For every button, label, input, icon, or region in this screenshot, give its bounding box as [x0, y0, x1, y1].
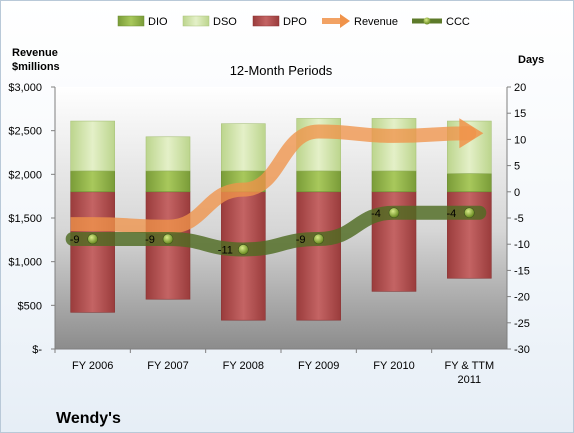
bar-dso: [371, 118, 417, 172]
ccc-data-label: -9: [70, 234, 80, 246]
legend-label-revenue: Revenue: [354, 16, 398, 28]
right-tick-label: 5: [514, 161, 520, 173]
left-tick-label: $-: [32, 344, 42, 356]
revenue-series: [70, 118, 484, 234]
bar-dso: [145, 136, 191, 172]
bar-dso: [221, 123, 266, 172]
bar-dpo: [447, 191, 492, 279]
revenue-arrowhead: [459, 118, 484, 149]
legend: DIO DSO DPO Revenue CCC: [117, 14, 470, 28]
bar-dio: [447, 173, 492, 193]
left-tick-label: $1,000: [8, 257, 42, 269]
left-tick-label: $500: [18, 300, 42, 312]
ccc-point: [162, 233, 174, 245]
ccc-point: [87, 233, 98, 245]
ccc-point: [313, 233, 324, 245]
chart-title: 12-Month Periods: [230, 63, 333, 78]
left-tick-label: $1,500: [8, 213, 42, 225]
legend-label-dio: DIO: [148, 16, 168, 28]
legend-label-ccc: CCC: [446, 16, 470, 28]
bar-dpo: [296, 191, 341, 321]
left-tick-label: $2,500: [8, 126, 42, 138]
legend-swatch-dio: [117, 15, 145, 27]
right-tick-label: -10: [514, 239, 530, 251]
ccc-data-label: -4: [371, 208, 381, 220]
x-tick-label: FY & TTM 2011: [444, 360, 494, 386]
right-tick-label: -5: [514, 213, 524, 225]
legend-swatch-dpo: [252, 15, 280, 27]
bar-dio: [145, 170, 191, 193]
ccc-series: -9 -9 -11 -9 -4 -4: [65, 205, 487, 257]
ccc-point: [238, 244, 249, 255]
right-tick-label: -25: [514, 318, 530, 330]
bar-dio: [296, 170, 341, 193]
x-tick-label: FY 2008: [223, 360, 264, 372]
ccc-point: [464, 207, 475, 219]
x-tick-label: FY 2010: [373, 360, 414, 372]
ccc-data-label: -4: [446, 208, 456, 220]
x-tick-label: FY 2007: [147, 360, 188, 372]
left-tick-label: $3,000: [8, 82, 42, 94]
ccc-data-label: -9: [296, 234, 306, 246]
right-tick-label: 10: [514, 134, 526, 146]
axes-group: $- $500 $1,000 $1,500 $2,000 $2,500 $3,000 -30 -…: [8, 82, 530, 386]
right-tick-label: 15: [514, 108, 526, 120]
bar-dpo: [70, 191, 115, 313]
left-tick-label: $2,000: [8, 169, 42, 181]
legend-swatch-ccc: [412, 17, 442, 25]
legend-swatch-dso: [182, 15, 210, 27]
left-axis-title-line2: $millions: [12, 61, 60, 73]
revenue-line: [70, 124, 477, 234]
ccc-point: [388, 207, 400, 219]
x-tick-label: FY 2006: [72, 360, 113, 372]
bar-dso: [70, 120, 115, 172]
right-tick-label: -30: [514, 344, 530, 356]
right-axis-title: Days: [518, 54, 544, 66]
company-name: Wendy's: [56, 410, 121, 427]
right-tick-label: -15: [514, 265, 530, 277]
bars-group: [70, 118, 492, 321]
ccc-line: [65, 205, 487, 257]
right-tick-label: -20: [514, 292, 530, 304]
x-tick-label: FY 2009: [298, 360, 339, 372]
right-tick-label: 0: [514, 187, 520, 199]
legend-label-dpo: DPO: [283, 16, 307, 28]
bar-dio: [371, 170, 417, 193]
right-tick-label: 20: [514, 82, 526, 94]
bar-dio: [70, 170, 115, 193]
ccc-data-label: -9: [145, 234, 155, 246]
legend-label-dso: DSO: [213, 16, 237, 28]
legend-swatch-revenue: [322, 14, 350, 28]
ccc-data-label: -11: [218, 244, 233, 256]
left-axis-title-line1: Revenue: [12, 47, 58, 59]
